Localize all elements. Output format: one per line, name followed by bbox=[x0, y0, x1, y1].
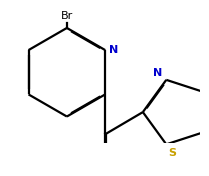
Text: Br: Br bbox=[61, 11, 73, 21]
Text: N: N bbox=[153, 68, 163, 78]
Text: N: N bbox=[109, 45, 118, 55]
Text: S: S bbox=[168, 148, 176, 158]
